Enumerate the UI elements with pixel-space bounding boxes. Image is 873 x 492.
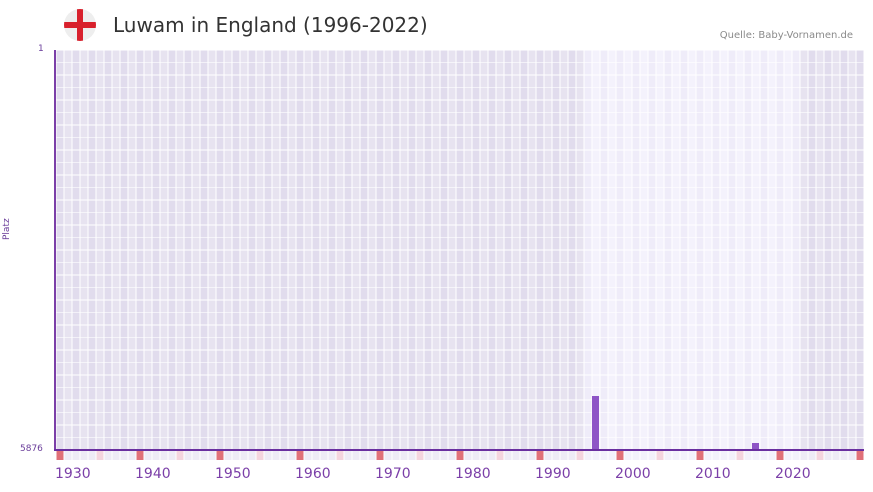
x-tick-label-1940: 1940 [135, 466, 171, 482]
x-axis-labels: 1930 1940 1950 1960 1970 1980 1990 2000 2010 2020 [0, 466, 873, 486]
x-tick-label-1970: 1970 [375, 466, 411, 482]
x-tick-label-1930: 1930 [55, 466, 91, 482]
x-tick-label-2020: 2020 [775, 466, 811, 482]
plot-area [56, 50, 864, 450]
y-axis-top-label: 1 [38, 44, 44, 54]
grid-background [56, 50, 864, 450]
x-tick-label-1950: 1950 [215, 466, 251, 482]
source-link[interactable]: Quelle: Baby-Vornamen.de [719, 30, 853, 41]
y-axis-title: Platz [2, 218, 12, 240]
england-flag-icon [64, 9, 96, 41]
x-tick-label-2000: 2000 [615, 466, 651, 482]
y-axis-line [54, 50, 56, 451]
x-tick-label-1980: 1980 [455, 466, 491, 482]
x-axis-line [54, 449, 864, 451]
chart-title: Luwam in England (1996-2022) [113, 13, 428, 37]
year-marker-strip [56, 451, 864, 460]
x-tick-label-1960: 1960 [295, 466, 331, 482]
x-tick-label-1990: 1990 [535, 466, 571, 482]
y-axis-bottom-label: 5876 [20, 444, 43, 454]
bar-1997[interactable] [592, 396, 599, 450]
x-tick-label-2010: 2010 [695, 466, 731, 482]
bar-2017[interactable] [752, 442, 759, 450]
